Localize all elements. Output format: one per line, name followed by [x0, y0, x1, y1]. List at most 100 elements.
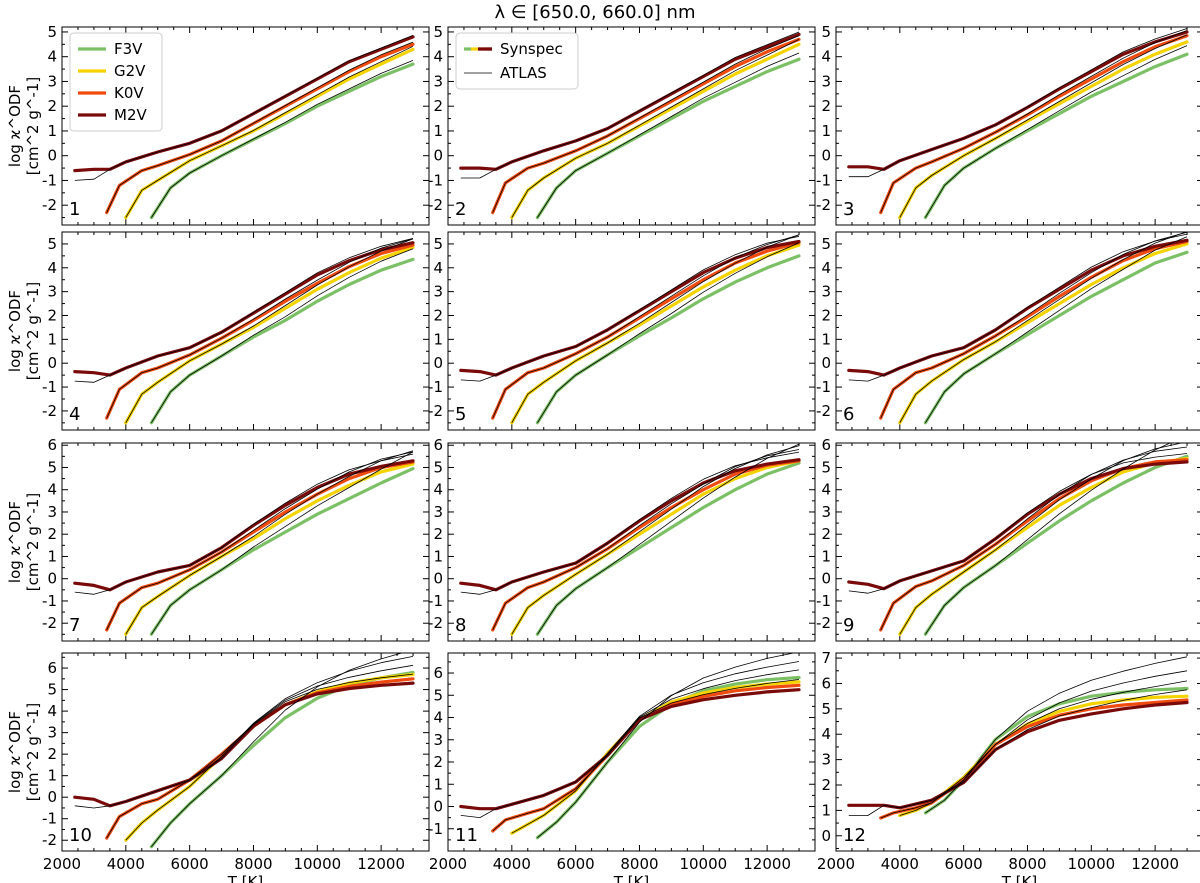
panel-number: 11: [455, 825, 478, 846]
y-tick-label: 0: [47, 354, 57, 372]
panel-number: 12: [843, 825, 866, 846]
atlas-k0v-line: [106, 238, 414, 419]
synspec-m2v-line: [847, 700, 1189, 810]
x-tick-label: 10000: [293, 855, 341, 873]
synspec-f3v-line: [149, 670, 415, 849]
panel-series: [847, 656, 1189, 820]
y-tick-label: -2: [42, 196, 57, 214]
atlas-g2v-line: [125, 238, 414, 423]
y-tick-label: 3: [821, 503, 831, 521]
y-tick-label: 1: [821, 330, 831, 348]
panel-frame: [61, 652, 430, 852]
y-tick-label: 1: [47, 547, 57, 565]
panel-series: [459, 234, 801, 425]
y-tick-label: 3: [433, 72, 443, 90]
panel-5: -2 -1 0 1 2 3 4 5 5: [428, 231, 816, 431]
synspec-f3v-line: [149, 257, 415, 425]
panel-frame: [61, 26, 430, 226]
atlas-m2v-line: [848, 233, 1188, 382]
y-tick-label: 2: [433, 525, 443, 543]
atlas-g2v-line: [125, 656, 414, 841]
atlas-g2v-line: [899, 232, 1187, 423]
y-tick-label: 6: [821, 436, 831, 454]
synspec-f3v-line: [149, 467, 415, 636]
y-tick-label: 6: [433, 664, 443, 682]
y-tick-label: 1: [433, 122, 443, 140]
atlas-g2v-line: [511, 234, 800, 423]
legend-box: [69, 32, 163, 132]
synspec-g2v-line: [124, 672, 415, 842]
synspec-f3v-line: [535, 461, 801, 636]
atlas-k0v-line: [880, 446, 1188, 631]
x-tick-label: 4000: [107, 855, 145, 873]
x-axis-label: T [K]: [613, 873, 649, 883]
legend-stars: F3V G2V K0V M2V: [69, 32, 163, 132]
atlas-f3v-line: [925, 45, 1188, 218]
panel-frame: [447, 442, 816, 642]
y-tick-label: -1: [42, 810, 57, 828]
y-tick-label: 6: [821, 674, 831, 692]
y-tick-label: 2: [433, 97, 443, 115]
x-tick-label: 8000: [620, 855, 658, 873]
atlas-m2v-line: [74, 453, 414, 595]
panel-number: 2: [455, 199, 466, 220]
y-tick-label: -1: [428, 820, 443, 838]
y-tick-label: 4: [433, 481, 443, 499]
synspec-f3v-line: [923, 454, 1189, 636]
y-tick-label: 0: [821, 147, 831, 165]
y-tick-label: 4: [821, 725, 831, 743]
synspec-f3v-line: [535, 675, 801, 840]
x-tick-label: 8000: [234, 855, 272, 873]
y-tick-label: 0: [433, 570, 443, 588]
x-tick-label: 12000: [1131, 855, 1179, 873]
synspec-m2v-line: [459, 688, 801, 811]
y-tick-label: 5: [47, 235, 57, 253]
atlas-g2v-line: [899, 670, 1188, 816]
synspec-m2v-line: [73, 681, 415, 808]
y-tick-label: 4: [821, 481, 831, 499]
y-tick-label: -2: [428, 402, 443, 420]
y-tick-label: -1: [42, 171, 57, 189]
y-tick-label: 4: [433, 259, 443, 277]
panel-10: -2 -1 0 1 2 3 4 5 6 2000 4000 6000 8000 10000 12000 T […: [6, 652, 430, 883]
y-axis-label: log ϰ^ODF [cm^2 g^-1]: [6, 703, 42, 802]
y-tick-label: -2: [428, 614, 443, 632]
panel-series: [73, 238, 415, 425]
x-tick-label: 2000: [817, 855, 855, 873]
y-tick-label: 3: [433, 503, 443, 521]
y-axis-label-line1: log ϰ^ODF: [6, 711, 24, 793]
atlas-g2v-line: [125, 450, 414, 635]
y-tick-label: 5: [821, 458, 831, 476]
y-tick-label: 5: [47, 681, 57, 699]
panel-series: [847, 232, 1189, 425]
atlas-k0v-line: [106, 41, 414, 213]
y-tick-label: -1: [816, 592, 831, 610]
y-tick-label: 4: [47, 48, 57, 66]
atlas-g2v-line: [511, 39, 800, 218]
panel-frame: [447, 26, 816, 226]
panel-11: -1 0 1 2 3 4 5 6 2000 4000 6000 8000 10000 12000 T [K]…: [428, 652, 816, 883]
legend-box: [455, 32, 579, 90]
atlas-m2v-line: [848, 453, 1188, 594]
y-tick-label: 1: [47, 122, 57, 140]
y-tick-label: -1: [428, 592, 443, 610]
y-tick-label: 2: [821, 776, 831, 794]
y-tick-label: 4: [47, 259, 57, 277]
synspec-g2v-line: [510, 680, 801, 835]
atlas-f3v-line: [537, 242, 800, 424]
atlas-k0v-line: [880, 30, 1188, 213]
panel-frame: [835, 442, 1200, 642]
atlas-k0v-line: [106, 664, 414, 839]
y-tick-label: 2: [47, 525, 57, 543]
y-tick-label: 0: [433, 354, 443, 372]
y-tick-label: 4: [821, 48, 831, 66]
y-tick-label: 5: [821, 23, 831, 41]
y-tick-label: -1: [42, 592, 57, 610]
y-tick-label: 3: [47, 283, 57, 301]
legend-label-k0v: K0V: [114, 84, 144, 102]
y-axis-label-line1: log ϰ^ODF: [6, 85, 24, 167]
synspec-g2v-line: [898, 694, 1189, 818]
x-tick-label: 6000: [171, 855, 209, 873]
y-tick-label: 1: [433, 547, 443, 565]
synspec-f3v-line: [149, 62, 415, 220]
